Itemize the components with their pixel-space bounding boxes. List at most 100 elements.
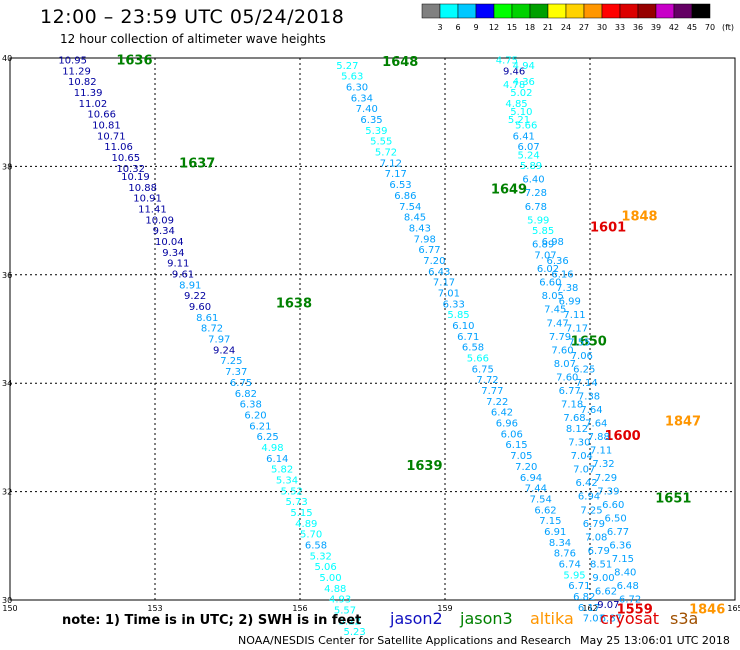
wave-height-value: 6.96: [496, 419, 518, 430]
units-note: note: 1) Time is in UTC; 2) SWH is in fe…: [62, 613, 362, 628]
wave-height-value: 7.07: [534, 251, 556, 262]
pass-time-label: 1651: [655, 491, 691, 506]
wave-height-value: 6.07: [518, 142, 540, 153]
wave-height-value: 10.71: [97, 131, 126, 142]
colorbar-swatch: [637, 3, 657, 19]
wave-height-value: 7.01: [438, 288, 460, 299]
wave-height-value: 7.11: [590, 446, 612, 457]
wave-height-value: 5.27: [336, 61, 358, 72]
pass-time-label: 1559: [617, 603, 653, 618]
wave-height-value: 6.91: [544, 527, 566, 538]
wave-height-value: 4.89: [295, 519, 317, 530]
wave-height-value: 5.57: [334, 606, 356, 617]
wave-height-value: 7.30: [568, 438, 590, 449]
wave-height-value: 7.08: [585, 532, 607, 543]
wave-height-value: 6.62: [534, 505, 556, 516]
wave-height-value: 6.71: [568, 581, 590, 592]
wave-height-value: 5.85: [447, 310, 469, 321]
wave-height-value: 7.54: [399, 202, 421, 213]
wave-height-value: 7.97: [208, 335, 230, 346]
wave-height-value: 6.75: [230, 378, 252, 389]
colorbar-tick-label: 9: [473, 23, 478, 32]
pass-time-label: 1637: [179, 156, 215, 171]
wave-height-value: 6.30: [346, 83, 368, 94]
colorbar-tick-label: 39: [651, 23, 661, 32]
wave-height-value: 7.15: [539, 516, 561, 527]
y-tick-label: 38: [2, 162, 12, 171]
colorbar-swatch: [655, 3, 675, 19]
y-tick-label: 32: [2, 488, 12, 497]
wave-height-value: 7.37: [225, 367, 247, 378]
wave-height-value: 7.68: [563, 413, 585, 424]
wave-height-value: 10.66: [87, 110, 116, 121]
wave-height-value: 6.21: [249, 421, 271, 432]
pass-time-label: 1638: [276, 296, 312, 311]
wave-height-value: 8.12: [566, 424, 588, 435]
wave-height-value: 7.17: [566, 324, 588, 335]
wave-height-value: 7.44: [525, 484, 547, 495]
wave-height-value: 9.00: [592, 573, 614, 584]
wave-height-value: 7.06: [571, 351, 593, 362]
wave-height-value: 6.36: [547, 256, 569, 267]
colorbar-swatch: [439, 3, 459, 19]
wave-height-value: 7.79: [549, 332, 571, 343]
wave-height-value: 7.38: [578, 391, 600, 402]
x-tick-label: 165: [727, 604, 740, 613]
wave-height-value: 8.40: [614, 568, 636, 579]
x-tick-label: 159: [437, 604, 452, 613]
wave-height-value: 5.73: [286, 497, 308, 508]
y-tick-label: 36: [2, 271, 12, 280]
wave-height-value: 5.00: [319, 573, 341, 584]
chart-title: 12:00 – 23:59 UTC 05/24/2018: [40, 6, 345, 28]
wave-height-value: 9.07: [597, 600, 619, 611]
wave-height-value: 8.76: [554, 549, 576, 560]
wave-height-value: 9.24: [213, 345, 235, 356]
wave-height-value: 6.38: [240, 400, 262, 411]
wave-height-value: 5.22: [339, 616, 361, 627]
wave-height-value: 6.79: [588, 546, 610, 557]
wave-height-value: 7.20: [515, 462, 537, 473]
colorbar-swatch: [547, 3, 567, 19]
wave-height-value: 9.61: [172, 270, 194, 281]
pass-time-label: 1649: [491, 183, 527, 198]
colorbar-swatch: [565, 3, 585, 19]
colorbar-tick-label: 70: [705, 23, 715, 32]
wave-height-value: 6.82: [573, 592, 595, 603]
wave-height-value: 7.29: [595, 473, 617, 484]
colorbar-tick-label: 3: [437, 23, 442, 32]
wave-height-value: 9.46: [503, 66, 525, 77]
wave-height-value: 10.95: [58, 55, 87, 66]
wave-height-value: 7.40: [356, 104, 378, 115]
wave-height-value: 7.45: [544, 305, 566, 316]
pass-time-label: 1639: [406, 459, 442, 474]
wave-height-value: 6.48: [617, 581, 639, 592]
wave-height-value: 6.42: [576, 478, 598, 489]
wave-height-value: 8.07: [554, 359, 576, 370]
wave-height-value: 4.88: [324, 584, 346, 595]
pass-time-label: 1846: [689, 603, 725, 618]
wave-height-value: 6.72: [619, 595, 641, 606]
wave-height-value: 6.42: [491, 408, 513, 419]
wave-height-value: 6.06: [501, 429, 523, 440]
colorbar-tick-label: 12: [489, 23, 499, 32]
wave-height-value: 7.01: [583, 614, 605, 625]
wave-height-value: 7.12: [380, 158, 402, 169]
wave-height-value: 6.33: [443, 299, 465, 310]
wave-height-value: 10.82: [68, 77, 97, 88]
colorbar-swatch: [493, 3, 513, 19]
wave-height-value: 7.25: [220, 356, 242, 367]
wave-height-value: 6.60: [539, 278, 561, 289]
wave-height-value: 10.65: [112, 153, 141, 164]
wave-height-value: 7.07: [573, 465, 595, 476]
wave-height-value: 6.99: [559, 297, 581, 308]
legend-altika: altika: [530, 609, 574, 628]
wave-height-value: 7.04: [571, 451, 593, 462]
wave-height-value: 7.39: [597, 486, 619, 497]
wave-height-value: 7.22: [486, 397, 508, 408]
wave-height-value: 6.25: [573, 364, 595, 375]
wave-height-value: 10.91: [133, 194, 162, 205]
wave-height-value: 6.82: [235, 389, 257, 400]
wave-height-value: 5.89: [520, 161, 542, 172]
wave-height-value: 7.38: [556, 283, 578, 294]
wave-height-value: 5.63: [341, 72, 363, 83]
